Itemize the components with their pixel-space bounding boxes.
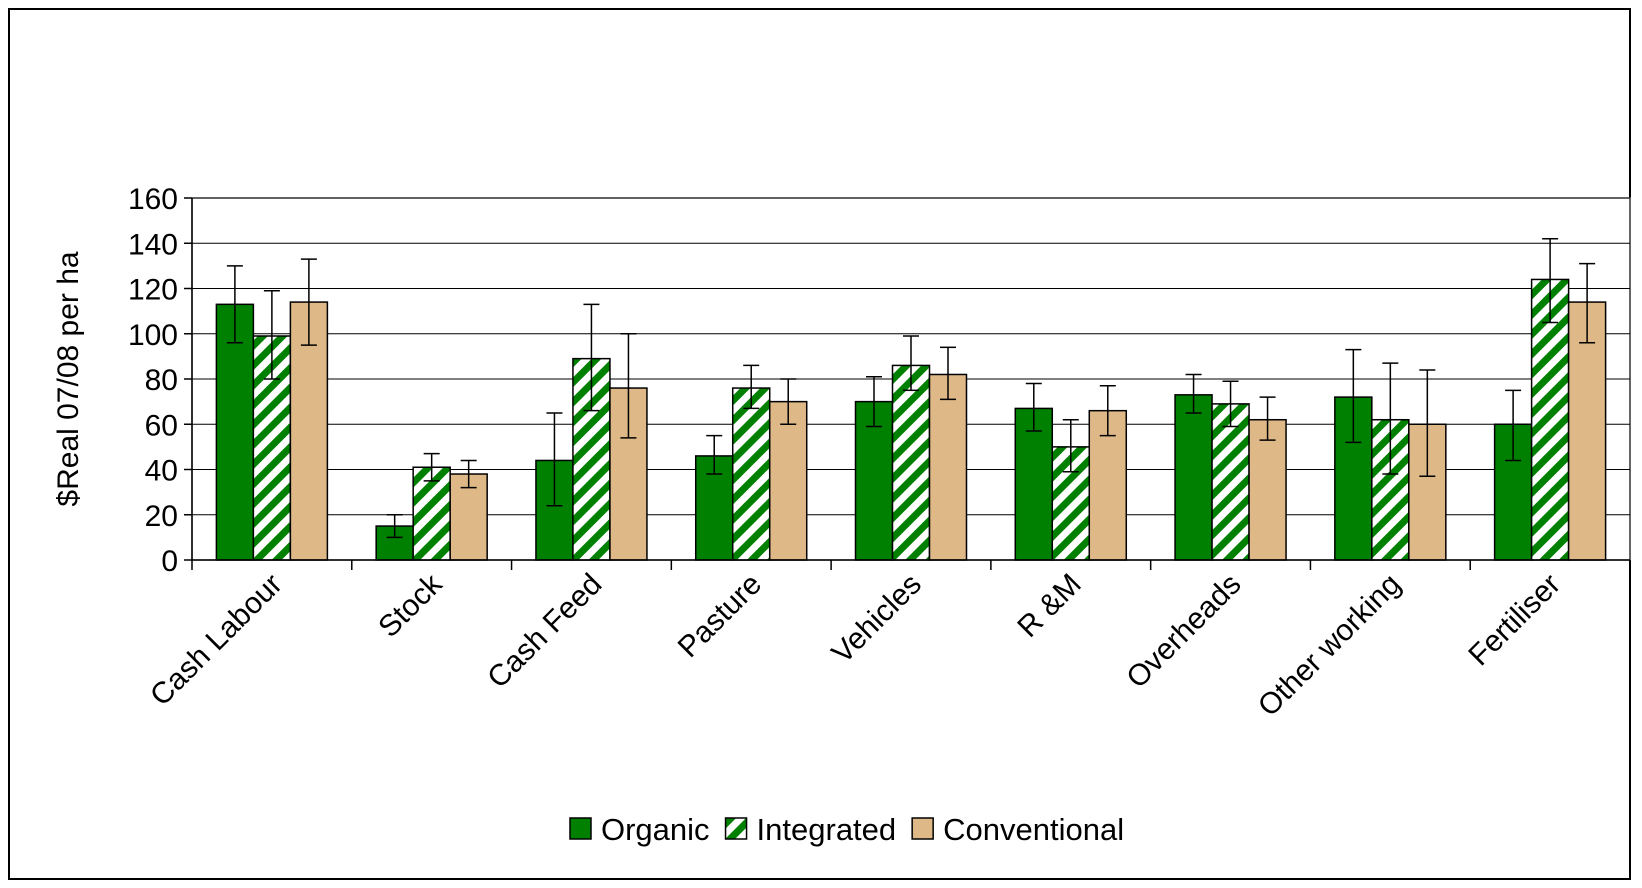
x-category-label: Vehicles	[826, 568, 928, 670]
x-category-label: Overheads	[1120, 568, 1247, 695]
y-tick-label: 40	[145, 455, 178, 488]
bars	[215, 237, 1607, 561]
y-tick-label: 60	[145, 409, 178, 442]
x-category-label: Pasture	[672, 568, 768, 664]
bar-integrated	[731, 387, 771, 561]
legend-label-conventional: Conventional	[943, 812, 1124, 847]
x-category-label: Cash Labour	[144, 568, 289, 713]
bar-conventional	[768, 400, 808, 561]
bar-conventional	[928, 373, 968, 561]
legend-swatch-integrated	[724, 817, 748, 840]
bar-integrated	[1530, 278, 1570, 561]
bar-conventional	[1248, 418, 1287, 561]
legend: Organic Integrated Conventional	[569, 812, 1124, 847]
x-category-label: Stock	[372, 567, 449, 644]
bar-organic	[1174, 394, 1213, 561]
y-tick-label: 160	[128, 183, 178, 216]
y-tick-label: 80	[145, 364, 178, 397]
bar-integrated	[891, 364, 931, 561]
bar-conventional	[449, 473, 488, 561]
x-category-label: Cash Feed	[481, 568, 608, 695]
y-tick-label: 20	[145, 500, 178, 533]
legend-swatch-organic	[569, 817, 592, 840]
legend-label-integrated: Integrated	[757, 812, 897, 847]
y-axis-title: $Real 07/08 per ha	[52, 251, 85, 507]
x-category-label: Fertiliser	[1462, 568, 1567, 673]
y-tick-label: 0	[161, 545, 178, 578]
x-category-label: R &M	[1011, 568, 1087, 644]
x-category-label: Other working	[1252, 568, 1407, 723]
y-tick-label: 140	[128, 228, 178, 261]
y-tick-label: 100	[128, 319, 178, 352]
legend-swatch-conventional	[911, 817, 934, 840]
legend-label-organic: Organic	[601, 812, 710, 847]
bar-integrated	[412, 466, 451, 561]
y-tick-label: 120	[128, 274, 178, 307]
bar-organic	[1014, 407, 1054, 561]
bar-integrated	[1211, 403, 1250, 561]
